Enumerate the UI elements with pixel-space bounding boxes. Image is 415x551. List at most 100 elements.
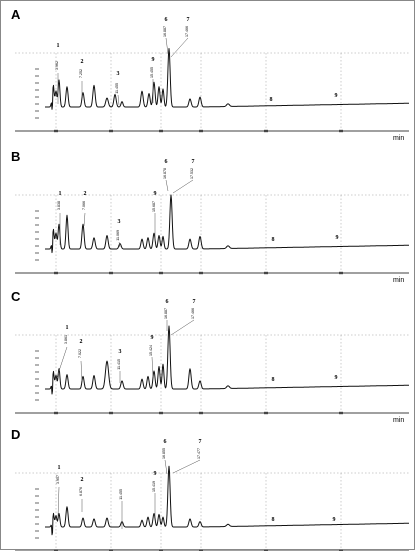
retention-time-label: 3.957	[56, 475, 60, 484]
peak-callout	[83, 212, 86, 227]
peak-callout	[80, 360, 83, 382]
x-tick	[54, 129, 58, 133]
retention-time-label: 17.477	[197, 448, 201, 459]
peak-label: 7	[193, 299, 196, 305]
peak-label: 6	[164, 439, 167, 445]
x-tick	[264, 129, 268, 133]
retention-time-label: 16.887	[164, 308, 168, 319]
peak-label: 3	[118, 219, 121, 225]
peak-label: 9	[154, 471, 157, 477]
retention-time-label: 7.252	[79, 69, 83, 78]
retention-time-label: 11.455	[115, 83, 119, 94]
peak-callout	[165, 37, 169, 55]
x-axis-unit: min	[393, 417, 404, 424]
retention-time-label: 11.455	[119, 489, 123, 500]
x-tick	[199, 129, 203, 133]
x-tick	[199, 411, 203, 415]
retention-time-label: 17.466	[185, 26, 189, 37]
retention-time-label: 11.415	[117, 359, 121, 370]
peak-callout	[118, 241, 121, 248]
retention-time-label: 15.424	[149, 345, 153, 356]
peak-label: 9	[154, 191, 157, 197]
peak-callout	[165, 179, 169, 192]
chromatogram-trace	[45, 325, 409, 395]
x-tick	[159, 271, 163, 275]
peak-label: 7	[187, 17, 190, 23]
peak-label: 9	[335, 93, 338, 99]
retention-time-label: 15.687	[152, 201, 156, 212]
peak-label: 2	[81, 59, 84, 65]
x-tick	[159, 411, 163, 415]
peak-label: 7	[199, 439, 202, 445]
peak-label: 8	[272, 517, 275, 523]
peak-label: 9	[335, 375, 338, 381]
retention-time-label: 16.878	[163, 168, 167, 179]
peak-label: 6	[165, 17, 168, 23]
panel-label: B	[11, 149, 20, 164]
retention-time-label: 15.455	[150, 67, 154, 78]
retention-time-label: 7.022	[78, 349, 82, 358]
x-axis-unit: min	[393, 135, 404, 142]
chromatogram-trace	[45, 465, 409, 536]
panel-label: A	[11, 7, 21, 22]
retention-time-label: 11.069	[116, 230, 120, 241]
x-tick	[109, 271, 113, 275]
peak-label: 9	[336, 235, 339, 241]
retention-time-label: 16.887	[163, 26, 167, 37]
peak-label: 1	[57, 43, 60, 49]
peak-label: 7	[192, 159, 195, 165]
chromatogram-panel-d: Dmin13.95726.87611.455915.419616.855717.…	[11, 427, 409, 551]
peak-callout	[117, 94, 120, 106]
peak-callout	[164, 459, 168, 475]
peak-label: 8	[270, 97, 273, 103]
x-axis-unit: min	[393, 277, 404, 284]
chromatogram-trace	[45, 194, 409, 254]
x-tick	[339, 271, 343, 275]
peak-callout	[151, 356, 154, 378]
peak-label: 9	[151, 335, 154, 341]
retention-time-label: 3.861	[64, 335, 68, 344]
peak-label: 1	[66, 325, 69, 331]
peak-label: 8	[272, 237, 275, 243]
retention-time-label: 6.876	[79, 487, 83, 496]
retention-time-label: 3.838	[57, 201, 61, 210]
peak-label: 1	[58, 465, 61, 471]
retention-time-label: 15.419	[152, 481, 156, 492]
peak-callout	[170, 319, 195, 336]
retention-time-label: 17.532	[190, 168, 194, 179]
x-tick	[199, 271, 203, 275]
peak-label: 2	[80, 339, 83, 345]
peak-label: 3	[117, 71, 120, 77]
x-tick	[109, 411, 113, 415]
peak-callout	[56, 346, 68, 378]
retention-time-label: 16.855	[162, 448, 166, 459]
retention-time-label: 7.066	[82, 201, 86, 210]
peak-callout	[170, 37, 189, 58]
x-tick	[264, 411, 268, 415]
retention-time-label: 3.962	[55, 61, 59, 70]
x-tick	[339, 411, 343, 415]
x-tick	[54, 271, 58, 275]
x-tick	[339, 129, 343, 133]
peak-label: 6	[165, 159, 168, 165]
x-tick	[109, 129, 113, 133]
peak-callout	[57, 486, 60, 518]
peak-callout	[172, 459, 201, 474]
peak-label: 2	[81, 477, 84, 483]
peak-label: 6	[166, 299, 169, 305]
peak-label: 3	[119, 349, 122, 355]
peak-label: 1	[59, 191, 62, 197]
peak-label: 2	[84, 191, 87, 197]
retention-time-label: 17.466	[191, 308, 195, 319]
x-tick	[159, 129, 163, 133]
panel-label: C	[11, 289, 21, 304]
chromatogram-trace	[45, 48, 409, 110]
peak-label: 8	[272, 377, 275, 383]
panel-label: D	[11, 427, 20, 442]
x-tick	[264, 271, 268, 275]
